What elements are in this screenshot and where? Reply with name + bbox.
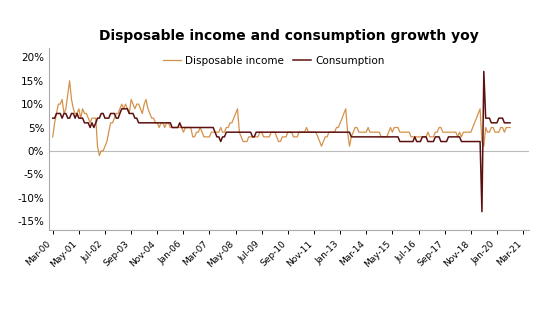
Title: Disposable income and consumption growth yoy: Disposable income and consumption growth… bbox=[99, 29, 479, 43]
Line: Consumption: Consumption bbox=[53, 71, 510, 212]
Line: Disposable income: Disposable income bbox=[53, 81, 510, 156]
Legend: Disposable income, Consumption: Disposable income, Consumption bbox=[159, 52, 389, 70]
